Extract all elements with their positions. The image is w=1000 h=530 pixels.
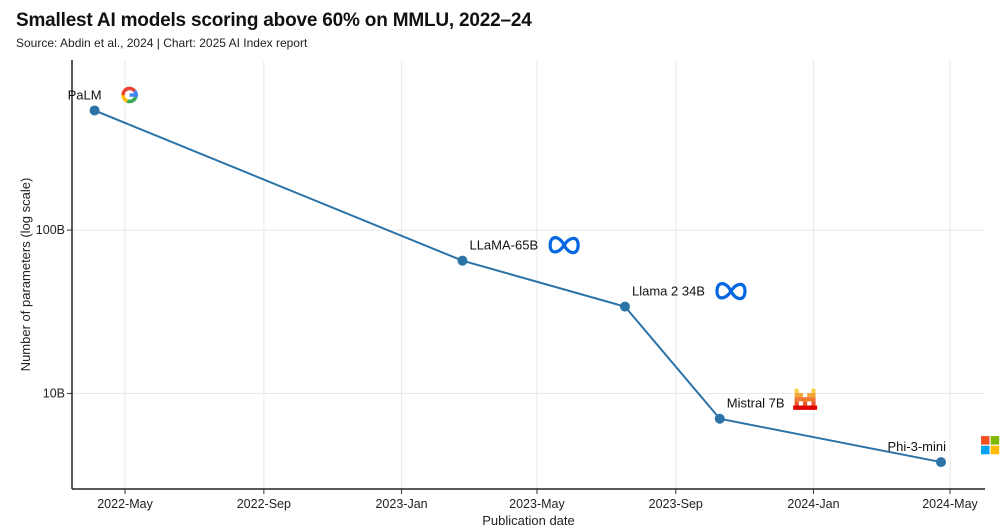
meta-logo-shape — [548, 236, 580, 255]
x-axis-title: Publication date — [482, 513, 575, 528]
google-logo-icon — [121, 86, 138, 104]
y-tick-label: 10B — [43, 386, 65, 400]
data-point — [89, 105, 100, 116]
data-point — [714, 413, 725, 424]
mistral-logo-block — [811, 388, 816, 393]
data-point — [457, 255, 468, 266]
data-point — [619, 301, 630, 312]
mistral-logo-block — [794, 388, 799, 393]
meta-logo-shape — [715, 282, 747, 301]
x-tick-label: 2022-May — [97, 497, 153, 511]
x-tick-label: 2023-Jan — [375, 497, 427, 511]
y-tick-label: 100B — [36, 223, 65, 237]
meta-logo-icon — [548, 236, 580, 255]
microsoft-logo-square — [980, 445, 990, 455]
microsoft-logo-square — [980, 436, 990, 445]
point-label: Mistral 7B — [727, 396, 785, 411]
x-tick-label: 2023-May — [509, 497, 565, 511]
x-tick-label: 2024-May — [922, 497, 978, 511]
mistral-logo-block — [794, 401, 799, 406]
mistral-logo-block — [807, 392, 816, 398]
mistral-logo-block — [811, 401, 816, 406]
point-labels: PaLM LLaMA-65B Llama 2 34B Mistral 7B Phi-3-… — [68, 86, 1000, 455]
y-axis-title: Number of parameters (log scale) — [18, 178, 33, 372]
x-tick-label: 2023-Sep — [649, 497, 703, 511]
x-tick-label: 2024-Jan — [787, 497, 839, 511]
point-label: Llama 2 34B — [632, 284, 705, 299]
mistral-logo-block — [794, 392, 803, 398]
x-tick-label: 2022-Sep — [237, 497, 291, 511]
microsoft-logo-icon — [980, 436, 1000, 455]
series-line — [89, 105, 946, 468]
microsoft-logo-square — [990, 445, 1000, 455]
mistral-logo-block — [802, 401, 808, 406]
point-label: Phi-3-mini — [887, 439, 946, 454]
google-logo-segment — [121, 86, 136, 96]
grid — [72, 60, 985, 489]
google-logo-segment — [121, 94, 129, 103]
mistral-logo-base — [793, 405, 818, 410]
chart-subtitle: Source: Abdin et al., 2024 | Chart: 2025… — [16, 36, 308, 50]
google-logo-bar — [129, 93, 138, 97]
mistral-logo-icon — [793, 388, 818, 410]
data-point — [935, 457, 946, 468]
google-logo-segment — [126, 96, 138, 104]
axes: 2022-May 2022-Sep 2023-Jan 2023-May 2023-Sep… — [36, 60, 985, 511]
microsoft-logo-square — [990, 436, 1000, 445]
meta-logo-icon — [715, 282, 747, 301]
point-label: PaLM — [68, 87, 102, 102]
point-label: LLaMA-65B — [469, 238, 538, 253]
chart-title: Smallest AI models scoring above 60% on … — [16, 10, 532, 31]
mistral-logo-block — [794, 397, 816, 402]
